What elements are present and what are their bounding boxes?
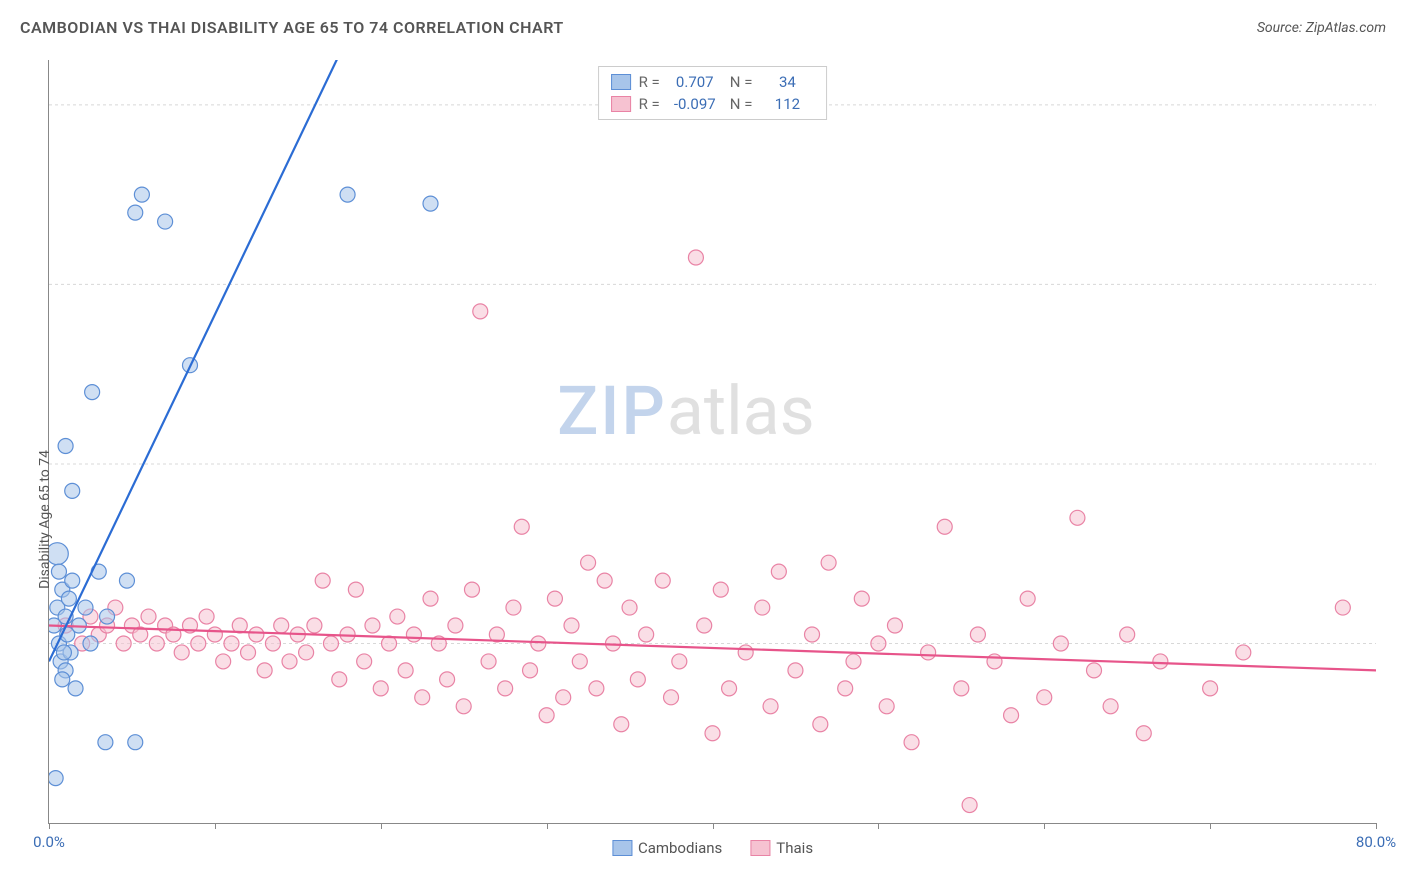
x-tick-label: 0.0% [33, 833, 65, 851]
x-tick-mark [1376, 823, 1377, 829]
plot-area: Disability Age 65 to 74 ZIPatlas R = 0.7… [48, 60, 1376, 824]
x-tick-mark [381, 823, 382, 829]
swatch-cambodians-icon [612, 840, 632, 856]
legend-n-label: N = [730, 73, 753, 91]
chart-title: CAMBODIAN VS THAI DISABILITY AGE 65 TO 7… [20, 18, 564, 37]
x-tick-mark [713, 823, 714, 829]
legend-n-label: N = [730, 95, 753, 113]
chart-header: CAMBODIAN VS THAI DISABILITY AGE 65 TO 7… [20, 18, 1386, 37]
legend-item-cambodians: Cambodians [612, 839, 722, 857]
legend-n-cambodians: 34 [760, 73, 814, 91]
x-tick-mark [49, 823, 50, 829]
plot-svg [49, 60, 1376, 823]
legend-label-thais: Thais [776, 839, 813, 857]
legend-r-cambodians: 0.707 [668, 73, 722, 91]
legend-label-cambodians: Cambodians [638, 839, 722, 857]
x-tick-mark [1210, 823, 1211, 829]
x-tick-label: 80.0% [1356, 833, 1396, 851]
stats-legend: R = 0.707 N = 34 R = -0.097 N = 112 [598, 66, 828, 120]
x-tick-mark [1044, 823, 1045, 829]
legend-n-thais: 112 [760, 95, 814, 113]
x-tick-mark [878, 823, 879, 829]
legend-r-label: R = [639, 73, 660, 91]
legend-r-thais: -0.097 [668, 95, 722, 113]
legend-item-thais: Thais [750, 839, 813, 857]
swatch-thais [611, 96, 631, 112]
swatch-cambodians [611, 74, 631, 90]
legend-row-cambodians: R = 0.707 N = 34 [611, 71, 815, 93]
series-legend: Cambodians Thais [612, 839, 813, 857]
x-tick-mark [547, 823, 548, 829]
legend-row-thais: R = -0.097 N = 112 [611, 93, 815, 115]
legend-r-label: R = [639, 95, 660, 113]
chart-source: Source: ZipAtlas.com [1257, 20, 1386, 36]
x-tick-mark [215, 823, 216, 829]
swatch-thais-icon [750, 840, 770, 856]
chart-container: Disability Age 65 to 74 ZIPatlas R = 0.7… [20, 52, 1386, 872]
